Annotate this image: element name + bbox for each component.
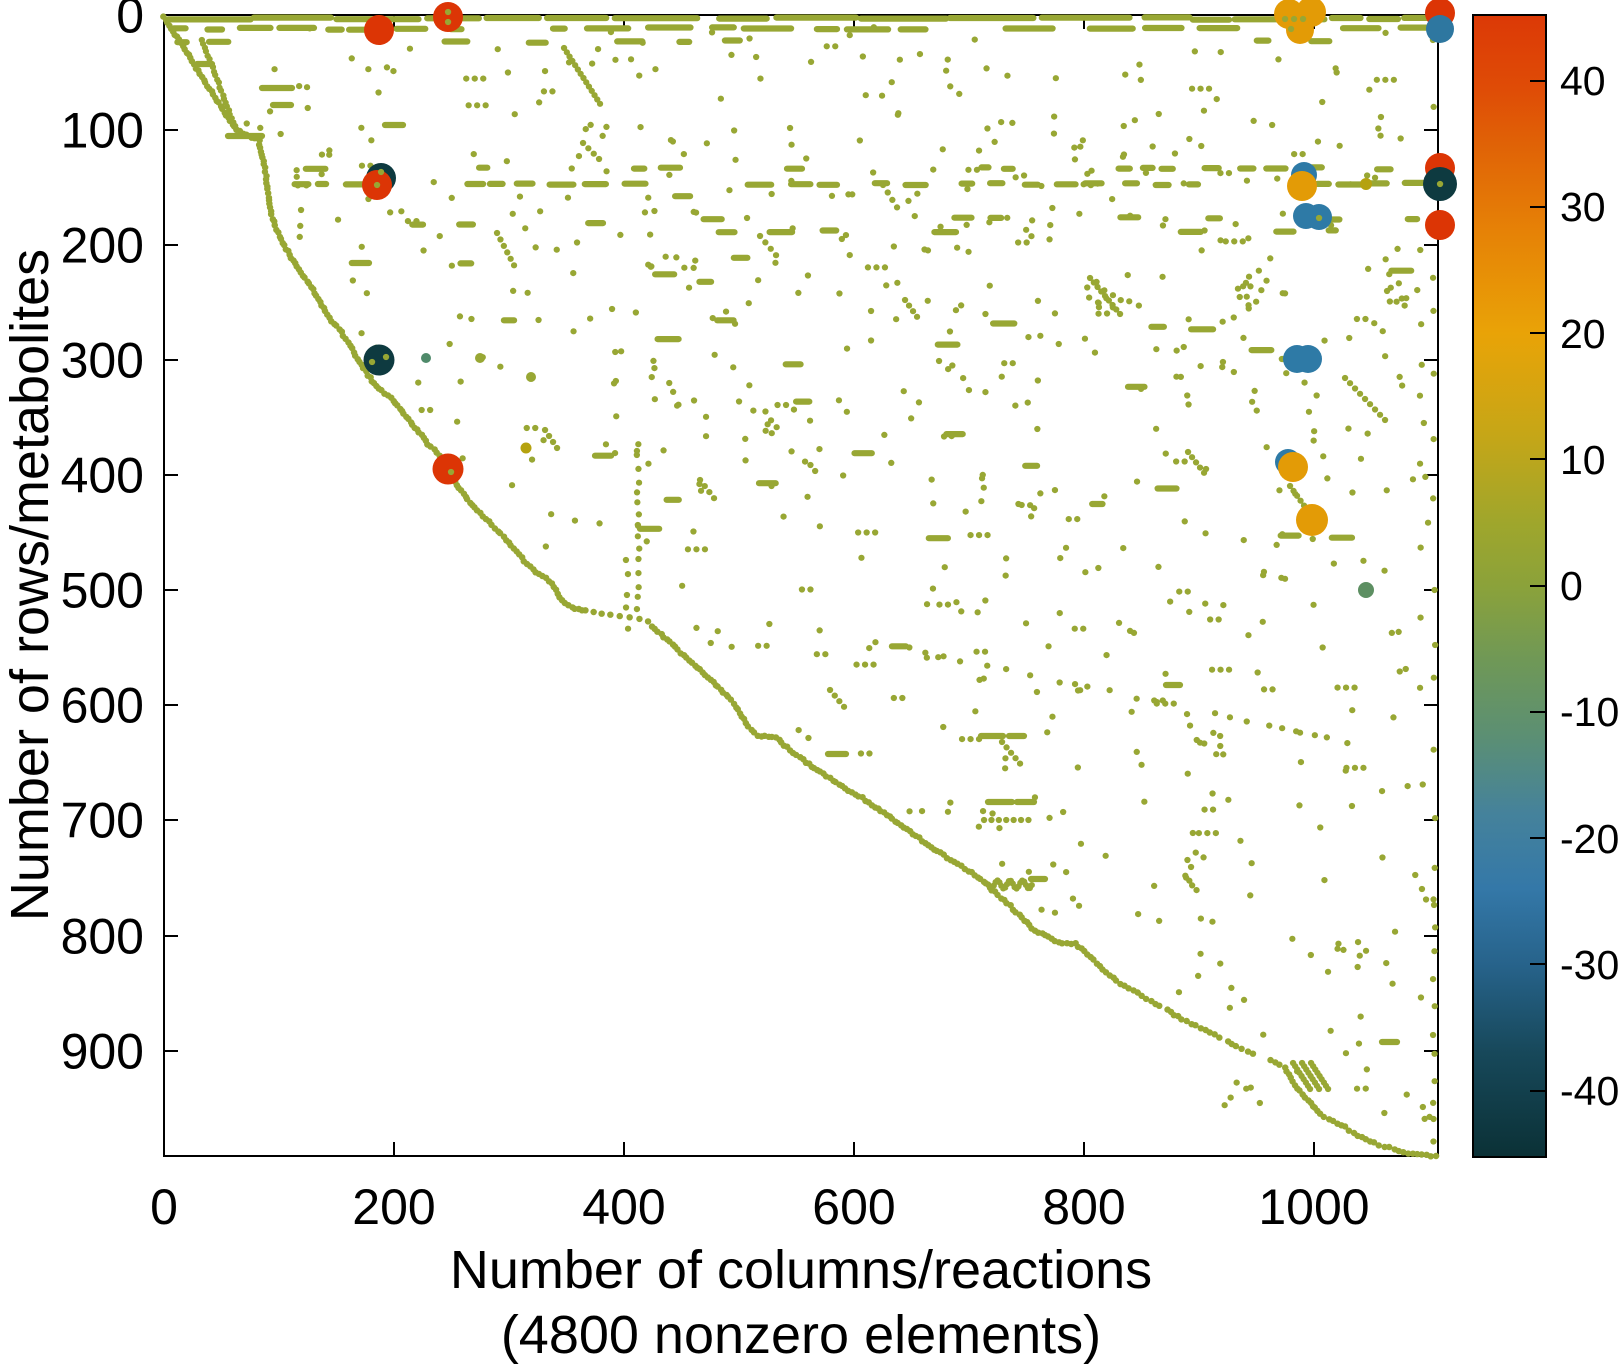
svg-text:20: 20 — [1560, 311, 1606, 357]
svg-text:1000: 1000 — [1258, 1179, 1369, 1235]
svg-text:100: 100 — [61, 103, 144, 159]
svg-text:0: 0 — [150, 1179, 178, 1235]
svg-text:200: 200 — [61, 218, 144, 274]
svg-text:800: 800 — [61, 909, 144, 965]
svg-text:40: 40 — [1560, 58, 1606, 104]
svg-text:600: 600 — [812, 1179, 895, 1235]
svg-text:200: 200 — [352, 1179, 435, 1235]
svg-text:10: 10 — [1560, 437, 1606, 483]
svg-text:600: 600 — [61, 678, 144, 734]
svg-text:-10: -10 — [1560, 689, 1619, 735]
svg-text:(4800 nonzero elements): (4800 nonzero elements) — [501, 1305, 1101, 1365]
svg-text:300: 300 — [61, 333, 144, 389]
svg-text:-20: -20 — [1560, 816, 1619, 862]
svg-text:400: 400 — [61, 448, 144, 504]
svg-text:Number of columns/reactions: Number of columns/reactions — [450, 1240, 1152, 1300]
svg-text:800: 800 — [1042, 1179, 1125, 1235]
svg-text:-30: -30 — [1560, 942, 1619, 988]
svg-text:0: 0 — [116, 0, 144, 44]
svg-text:30: 30 — [1560, 184, 1606, 230]
svg-text:900: 900 — [61, 1024, 144, 1080]
svg-text:Number of rows/metabolites: Number of rows/metabolites — [0, 249, 60, 921]
svg-text:500: 500 — [61, 563, 144, 619]
svg-text:0: 0 — [1560, 563, 1583, 609]
svg-text:-40: -40 — [1560, 1068, 1619, 1114]
svg-text:700: 700 — [61, 793, 144, 849]
svg-text:400: 400 — [582, 1179, 665, 1235]
